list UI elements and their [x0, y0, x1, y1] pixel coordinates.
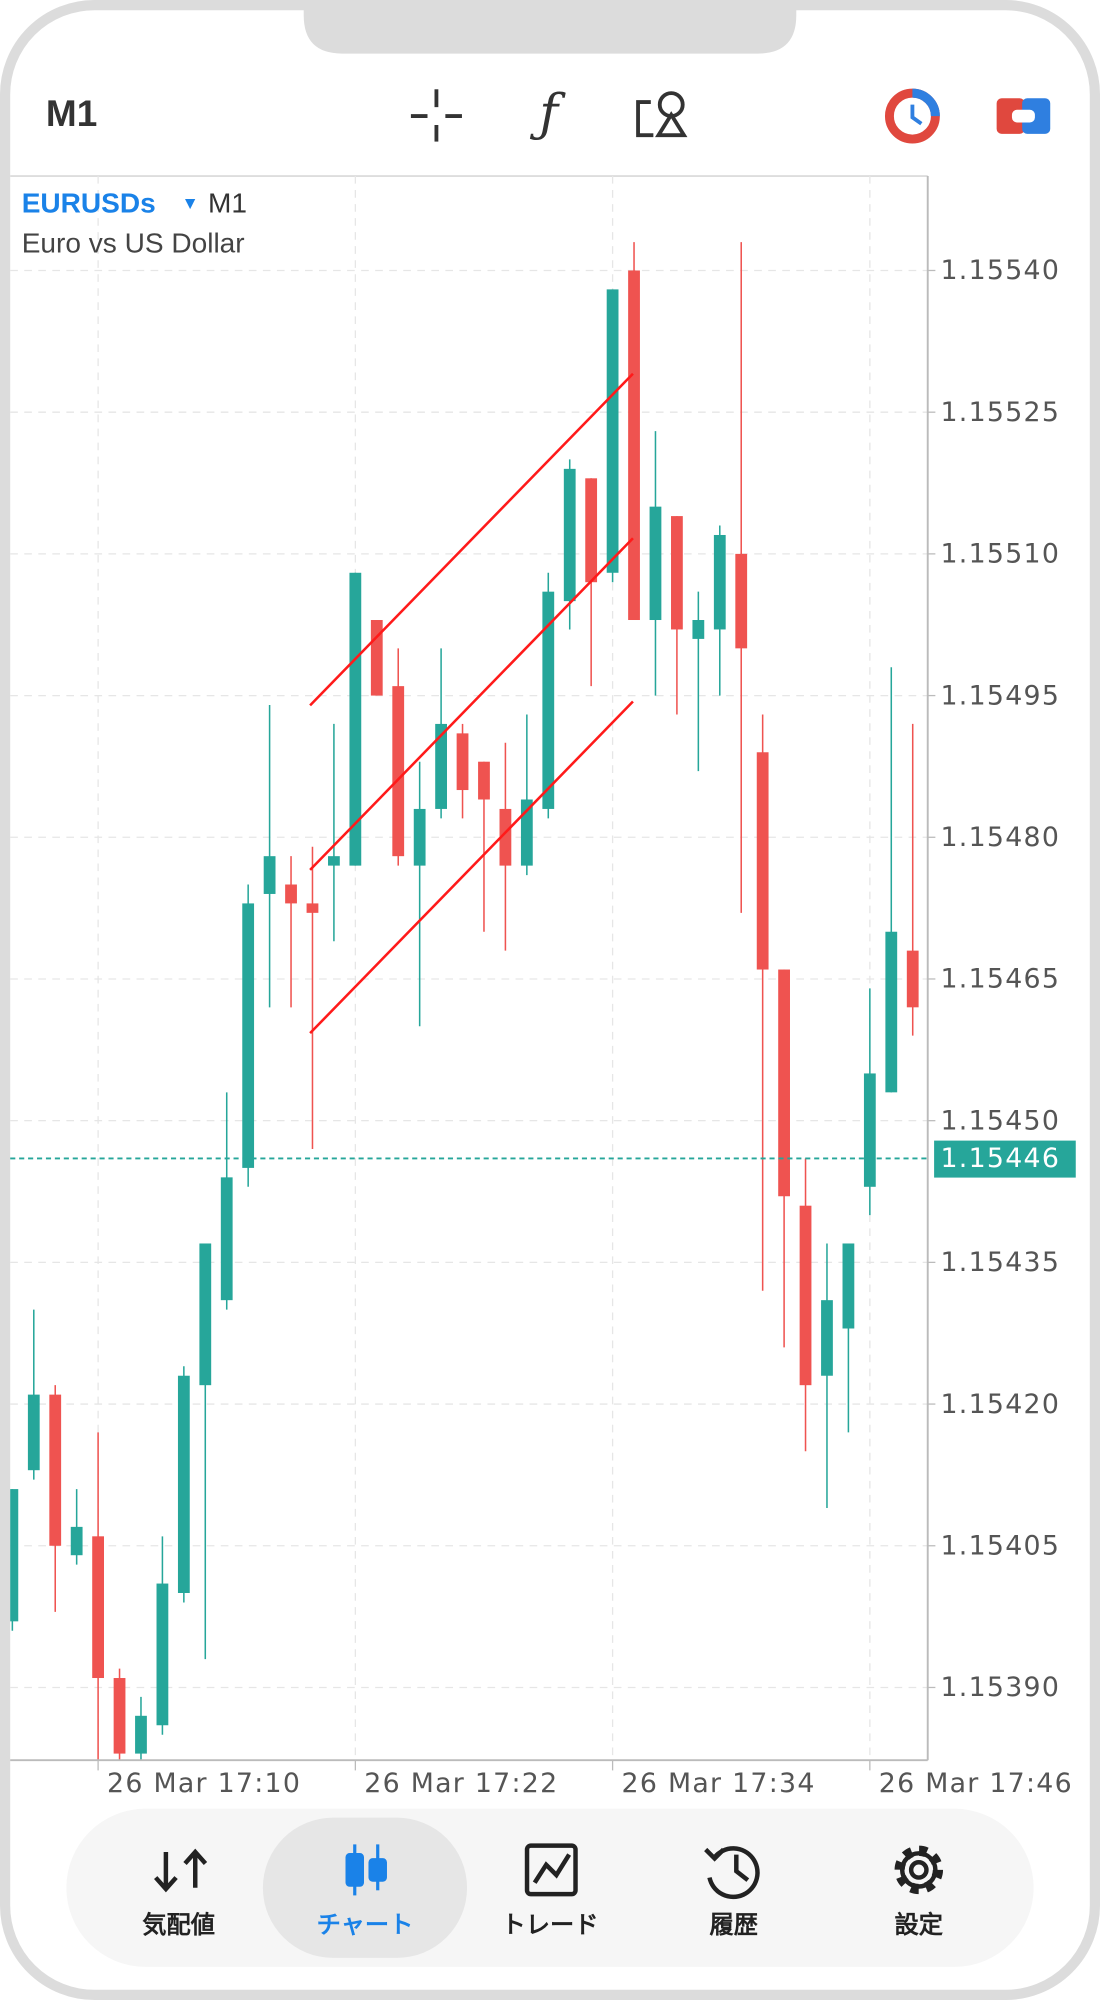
- history-icon[interactable]: [704, 1846, 760, 1900]
- y-tick-label: 1.15420: [940, 1389, 1060, 1420]
- candle-body: [563, 468, 576, 602]
- candle-body: [113, 1678, 126, 1754]
- x-tick-label: 26 Mar 17:46: [879, 1768, 1073, 1799]
- candle-body: [135, 1715, 147, 1754]
- nav-active-pill: [262, 1817, 468, 1958]
- candle-body: [885, 931, 898, 1093]
- candle-body: [392, 686, 405, 857]
- candle-body: [842, 1243, 855, 1329]
- candle-body: [349, 572, 362, 866]
- candle-body: [70, 1526, 83, 1556]
- candle-body: [821, 1300, 833, 1376]
- candle-body: [27, 1394, 40, 1471]
- timeframe-button[interactable]: M1: [46, 93, 97, 134]
- y-tick-label: 1.15450: [940, 1105, 1060, 1136]
- settings-icon[interactable]: [894, 1845, 944, 1895]
- y-tick-label: 1.15480: [940, 822, 1060, 853]
- chart-timeframe: M1: [208, 188, 247, 219]
- symbol-dropdown[interactable]: [185, 198, 196, 210]
- crosshair-icon[interactable]: [410, 89, 462, 142]
- candle-body: [628, 270, 640, 621]
- y-tick-label: 1.15390: [940, 1672, 1060, 1703]
- y-tick-label: 1.15540: [940, 255, 1060, 286]
- candle-body: [778, 969, 790, 1197]
- y-tick-label: 1.15510: [940, 539, 1060, 570]
- candle-body: [906, 950, 919, 1008]
- current-price-label: 1.15446: [940, 1143, 1060, 1174]
- candle-body: [306, 903, 319, 913]
- symbol[interactable]: EURUSDs: [22, 188, 156, 219]
- y-tick-label: 1.15405: [940, 1531, 1060, 1562]
- channel-drawing: [309, 372, 634, 1035]
- objects-icon[interactable]: [636, 91, 688, 138]
- candle-body: [863, 1073, 876, 1187]
- candle-body: [671, 516, 683, 630]
- candle-body: [177, 1375, 190, 1594]
- candle-body: [242, 903, 255, 1168]
- trade-icon[interactable]: [996, 98, 1051, 134]
- candle-body: [585, 478, 598, 583]
- candle-body: [263, 856, 276, 894]
- candle-body: [456, 733, 469, 791]
- candle-body: [606, 289, 619, 573]
- x-tick-label: 26 Mar 17:10: [107, 1768, 301, 1799]
- candle-body: [435, 723, 447, 809]
- y-tick-label: 1.15465: [940, 964, 1060, 995]
- grid: [10, 176, 928, 1761]
- candle-body: [478, 761, 490, 800]
- y-tick-label: 1.15525: [940, 397, 1060, 428]
- candle-body: [649, 506, 662, 621]
- nav-label[interactable]: トレード: [502, 1910, 599, 1939]
- candle-body: [692, 620, 705, 639]
- candle-body: [799, 1205, 812, 1386]
- account-icon[interactable]: [884, 88, 940, 144]
- nav-bar: [66, 1808, 1034, 1967]
- candles: [10, 242, 919, 1761]
- axes: 1.15540 1.15525 1.15510 1.15495 1.15480 1.154…: [10, 255, 1076, 1799]
- candle-body: [735, 553, 748, 649]
- candle-body: [92, 1536, 104, 1679]
- candle-body: [10, 1489, 19, 1622]
- candle-body: [199, 1243, 212, 1386]
- chart-icon[interactable]: [345, 1844, 387, 1896]
- candle-body: [220, 1177, 233, 1301]
- candle-body: [370, 620, 383, 696]
- candle-body: [328, 856, 340, 866]
- notch: [303, 5, 797, 54]
- candle-body: [499, 808, 512, 866]
- y-tick-label: 1.15435: [940, 1247, 1060, 1278]
- candle-body: [756, 752, 769, 970]
- candle-body: [49, 1394, 62, 1546]
- nav-label[interactable]: 設定: [895, 1910, 944, 1939]
- x-tick-label: 26 Mar 17:34: [622, 1768, 816, 1799]
- quotes-icon[interactable]: [154, 1848, 208, 1893]
- nav-label[interactable]: チャート: [317, 1910, 414, 1939]
- current-price-box: [934, 1140, 1076, 1178]
- trade-nav-icon[interactable]: [524, 1843, 578, 1897]
- x-tick-label: 26 Mar 17:22: [364, 1768, 558, 1799]
- nav-labels: 気配値 チャート トレード 履歴 設定: [142, 1910, 944, 1939]
- y-tick-label: 1.15495: [940, 680, 1060, 711]
- candle-body: [156, 1583, 169, 1726]
- candle-body: [285, 884, 297, 904]
- nav-label[interactable]: 履歴: [710, 1910, 758, 1939]
- nav-label[interactable]: 気配値: [142, 1910, 215, 1939]
- candle-body: [542, 591, 555, 809]
- candle-body: [713, 534, 726, 630]
- candle-body: [413, 808, 426, 866]
- symbol-description: Euro vs US Dollar: [22, 227, 245, 258]
- candle-body: [520, 799, 533, 866]
